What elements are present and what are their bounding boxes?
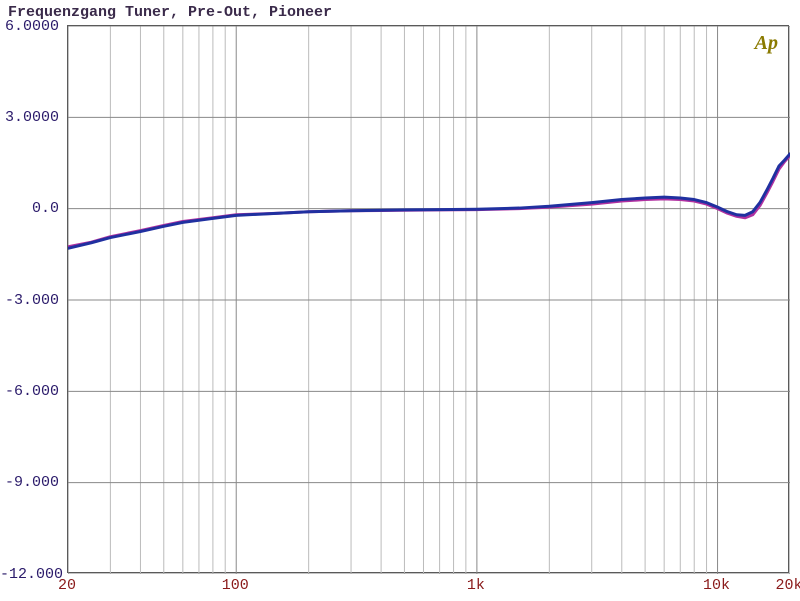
y-axis-label: -6.000 — [0, 383, 59, 400]
y-axis-label: 3.0000 — [0, 109, 59, 126]
y-axis-label: -12.000 — [0, 566, 59, 583]
watermark: Ap — [755, 32, 778, 55]
series-magenta — [68, 155, 790, 246]
x-axis-label: 1k — [467, 577, 485, 594]
y-axis-label: -9.000 — [0, 474, 59, 491]
x-axis-label: 20 — [58, 577, 76, 594]
y-axis-label: 0.0 — [0, 200, 59, 217]
series-svg — [68, 26, 790, 574]
plot-area: Ap — [67, 25, 789, 573]
x-axis-label: 20k — [775, 577, 800, 594]
x-axis-label: 100 — [222, 577, 249, 594]
y-axis-label: -3.000 — [0, 292, 59, 309]
x-axis-label: 10k — [703, 577, 730, 594]
y-axis-label: 6.0000 — [0, 18, 59, 35]
chart-container: Frequenzgang Tuner, Pre-Out, Pioneer Ap … — [0, 0, 800, 601]
